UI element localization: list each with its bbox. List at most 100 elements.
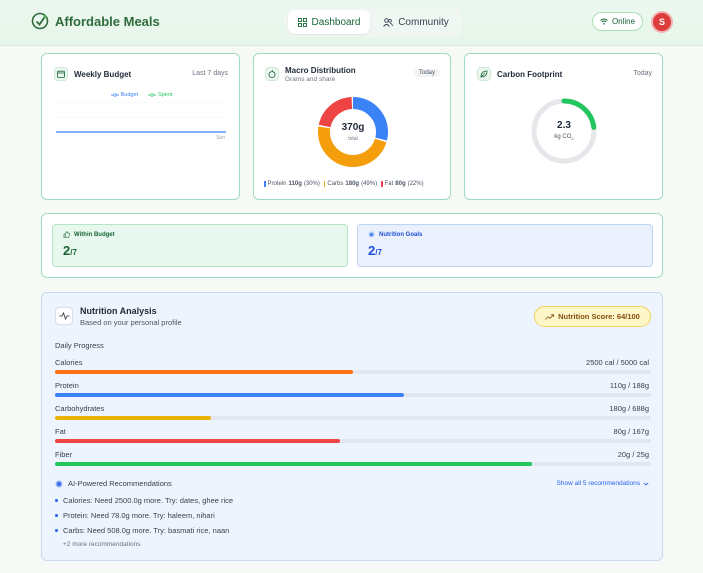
- budget-line-chart: [56, 101, 226, 133]
- nutrition-goals-box[interactable]: Nutrition Goals 2/7: [357, 224, 653, 267]
- legend-budget[interactable]: Budget: [110, 92, 139, 98]
- more-recommendations-link[interactable]: +2 more recommendations: [63, 541, 141, 548]
- weekly-budget-card: Weekly Budget Last 7 days Budget Spent S…: [41, 53, 240, 200]
- legend-spent[interactable]: Spent: [148, 92, 172, 98]
- progress-fill-fat: [55, 439, 341, 443]
- legend-fat-grams: 80g: [395, 181, 406, 187]
- legend-budget-label: Budget: [120, 92, 139, 98]
- tab-community[interactable]: Community: [374, 10, 458, 34]
- donut-total-value: 370g: [341, 122, 365, 133]
- progress-value-protein: 110g / 188g: [609, 381, 649, 390]
- legend-line-icon: [148, 93, 157, 97]
- progress-label-fiber: Fiber: [55, 450, 73, 459]
- progress-fill-protein: [55, 393, 404, 397]
- carbon-title: Carbon Footprint: [497, 70, 563, 79]
- leaf-icon: [477, 67, 491, 81]
- within-budget-box[interactable]: Within Budget 2/7: [52, 224, 348, 267]
- progress-value-fiber: 20g / 25g: [617, 450, 649, 459]
- budget-legend: Budget Spent: [42, 92, 241, 98]
- legend-fat: Fat 80g (22%): [381, 181, 424, 187]
- progress-label-protein: Protein: [55, 381, 79, 390]
- users-icon: [383, 17, 394, 27]
- recommendation-text: Carbs: Need 508.0g more. Try: basmati ri…: [63, 526, 230, 535]
- ai-recommendations-header: AI-Powered Recommendations: [55, 479, 172, 488]
- macro-distribution-card: Macro Distribution Grams and share Today…: [253, 53, 451, 200]
- leaf-logo-icon: [31, 12, 49, 30]
- legend-swatch: [381, 181, 383, 187]
- app-logo[interactable]: Affordable Meals: [31, 12, 160, 30]
- progress-fill-carbohydrates: [55, 416, 212, 420]
- legend-fat-name: Fat: [384, 181, 394, 187]
- donut-slice-carbs[interactable]: [318, 97, 388, 167]
- legend-protein-name: Protein: [267, 181, 287, 187]
- nutrition-subtitle: Based on your personal profile: [80, 318, 182, 327]
- progress-fill-fiber: [55, 462, 532, 466]
- progress-value-carbohydrates: 180g / 688g: [609, 404, 649, 413]
- budget-range: Last 7 days: [192, 70, 228, 77]
- nutrition-analysis-card: Nutrition Analysis Based on your persona…: [41, 292, 663, 561]
- progress-fill-calories: [55, 370, 353, 374]
- target-icon: [368, 231, 375, 238]
- nutrition-goals-total: /7: [375, 248, 382, 257]
- nutrition-score-badge[interactable]: Nutrition Score: 64/100: [534, 306, 651, 327]
- donut-slice-protein[interactable]: [318, 97, 388, 167]
- gauge-fill: [531, 98, 597, 164]
- progress-value-calories: 2500 cal / 5000 cal: [586, 358, 649, 367]
- legend-carbs-pct: (49%): [361, 181, 378, 187]
- progress-label-calories: Calories: [55, 358, 83, 367]
- legend-spent-label: Spent: [158, 92, 173, 98]
- app-name: Affordable Meals: [55, 13, 160, 29]
- carbon-unit: kg CO2: [530, 134, 598, 141]
- tab-dashboard[interactable]: Dashboard: [288, 10, 370, 34]
- carbon-gauge: [531, 98, 597, 164]
- within-budget-count: 2: [63, 243, 71, 258]
- nutrition-goals-count: 2: [368, 243, 376, 258]
- online-status-badge[interactable]: Online: [592, 12, 643, 31]
- recommendation-text: Protein: Need 78.0g more. Try: haleem, n…: [63, 511, 215, 520]
- bullet-dot: [55, 499, 58, 502]
- progress-value-fat: 80g / 167g: [613, 427, 649, 436]
- macro-subtitle: Grams and share: [285, 76, 336, 83]
- nutrition-score-label: Nutrition Score: 64/100: [558, 312, 640, 321]
- x-tick-label: Sun: [216, 135, 225, 141]
- nutrition-goals-label: Nutrition Goals: [379, 231, 423, 238]
- show-all-recommendations-button[interactable]: Show all 5 recommendations: [557, 480, 649, 487]
- progress-label-carbohydrates: Carbohydrates: [55, 404, 105, 413]
- trending-up-icon: [545, 313, 555, 320]
- tab-community-label: Community: [398, 16, 449, 28]
- macro-legend: Protein 110g (30%) Carbs 180g (49%) Fat …: [264, 181, 424, 187]
- progress-track-calories: [55, 370, 651, 374]
- tab-dashboard-label: Dashboard: [311, 16, 361, 28]
- dashboard-grid-icon: [297, 17, 307, 27]
- nutrition-title: Nutrition Analysis: [80, 306, 157, 316]
- carbon-unit-text: kg CO: [554, 134, 572, 140]
- thumbs-up-icon: [63, 231, 70, 238]
- wifi-icon: [600, 18, 608, 25]
- show-all-label: Show all 5 recommendations: [556, 480, 640, 487]
- legend-swatch: [264, 181, 266, 187]
- carbon-badge: Today: [633, 70, 652, 77]
- apple-icon: [265, 67, 279, 81]
- recommendation-item: Calories: Need 2500.0g more. Try: dates,…: [55, 496, 233, 505]
- sparkle-circle-icon: [55, 480, 63, 487]
- macro-title: Macro Distribution: [285, 66, 356, 75]
- progress-track-carbohydrates: [55, 416, 651, 420]
- nutrition-goals-value: 2/7: [368, 243, 642, 258]
- carbon-unit-sub: 2: [571, 136, 574, 142]
- progress-track-fat: [55, 439, 651, 443]
- calendar-icon: [54, 67, 68, 81]
- progress-track-fiber: [55, 462, 651, 466]
- progress-track-protein: [55, 393, 651, 397]
- carbon-footprint-card: Carbon Footprint Today 2.3 kg CO2: [464, 53, 663, 200]
- today-badge: Today: [413, 69, 440, 77]
- user-avatar[interactable]: S: [651, 11, 673, 33]
- within-budget-title: Within Budget: [63, 231, 337, 238]
- bullet-dot: [55, 529, 58, 532]
- budget-title: Weekly Budget: [74, 70, 132, 79]
- legend-carbs: Carbs 180g (49%): [323, 181, 378, 187]
- progress-label-fat: Fat: [55, 427, 66, 436]
- activity-icon: [55, 307, 73, 325]
- legend-protein-pct: (30%): [303, 181, 320, 187]
- legend-fat-pct: (22%): [407, 181, 424, 187]
- within-budget-total: /7: [70, 248, 77, 257]
